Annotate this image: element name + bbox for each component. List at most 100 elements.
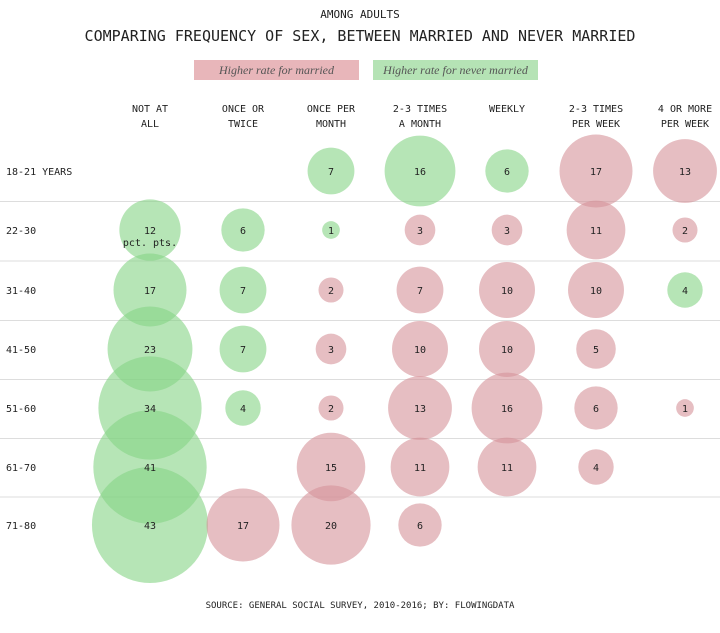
row-label: 41-50 — [6, 345, 36, 356]
bubble-married — [574, 386, 618, 430]
bubble-label: 2 — [328, 404, 334, 415]
bubble-label: 7 — [240, 345, 246, 356]
bubble-label: 43 — [144, 521, 156, 532]
bubble-label: 10 — [590, 286, 602, 297]
chart-title: COMPARING FREQUENCY OF SEX, BETWEEN MARR… — [84, 27, 636, 45]
bubble-never — [225, 390, 261, 426]
bubble-married — [396, 266, 444, 314]
row-label: 22-30 — [6, 226, 36, 237]
bubble-label: 10 — [501, 286, 513, 297]
bubble-never — [219, 266, 267, 314]
bubble-never — [485, 149, 529, 193]
bubble-label: 2 — [682, 226, 688, 237]
bubble-married — [315, 333, 347, 365]
bubble-label: 16 — [501, 404, 513, 415]
bubble-married — [479, 321, 535, 377]
bubble-label: 7 — [417, 286, 423, 297]
bubble-married — [390, 437, 450, 497]
bubble-married — [291, 485, 371, 565]
bubble-married — [566, 200, 626, 260]
bubble-married — [559, 134, 633, 208]
bubble-label: 13 — [414, 404, 426, 415]
legend-never-married: Higher rate for never married — [373, 60, 538, 80]
column-header: PER WEEK — [661, 119, 709, 130]
column-header: NOT AT — [132, 104, 168, 115]
bubble-label: 3 — [504, 226, 510, 237]
bubble-label: 5 — [593, 345, 599, 356]
bubble-married — [576, 329, 616, 369]
bubble-label: 4 — [240, 404, 246, 415]
unit-note: pct. pts. — [123, 238, 177, 249]
column-header: A MONTH — [399, 119, 441, 130]
bubble-label: 6 — [417, 521, 423, 532]
bubble-label: 12 — [144, 226, 156, 237]
bubble-never — [384, 135, 456, 207]
column-header: WEEKLY — [489, 104, 525, 115]
column-header: ONCE OR — [222, 104, 265, 115]
bubble-never — [307, 147, 355, 195]
row-label: 71-80 — [6, 521, 36, 532]
bubble-label: 4 — [682, 286, 688, 297]
bubble-never — [113, 253, 187, 327]
column-header: PER WEEK — [572, 119, 620, 130]
bubble-label: 11 — [590, 226, 602, 237]
bubble-label: 1 — [328, 226, 334, 237]
bubble-married — [653, 139, 717, 203]
bubble-label: 17 — [237, 521, 249, 532]
bubble-label: 16 — [414, 167, 426, 178]
column-header: 2-3 TIMES — [393, 104, 447, 115]
bubble-label: 7 — [328, 167, 334, 178]
bubble-label: 6 — [240, 226, 246, 237]
bubble-married — [578, 449, 614, 485]
bubble-label: 1 — [682, 404, 688, 415]
bubble-married — [318, 277, 344, 303]
bubble-married — [296, 432, 366, 502]
bubble-married — [206, 488, 280, 562]
bubble-label: 6 — [593, 404, 599, 415]
bubble-married — [318, 395, 344, 421]
bubble-never — [91, 466, 209, 584]
bubble-label: 6 — [504, 167, 510, 178]
bubble-married — [404, 214, 436, 246]
bubble-label: 23 — [144, 345, 156, 356]
row-label: 61-70 — [6, 463, 36, 474]
bubble-label: 10 — [414, 345, 426, 356]
column-header: ONCE PER — [307, 104, 356, 115]
bubble-never — [221, 208, 265, 252]
legend-married: Higher rate for married — [194, 60, 359, 80]
bubble-label: 15 — [325, 463, 337, 474]
bubble-label: 7 — [240, 286, 246, 297]
column-header: MONTH — [316, 119, 346, 130]
bubble-label: 17 — [590, 167, 602, 178]
bubble-married — [398, 503, 442, 547]
bubble-married — [676, 399, 694, 417]
bubble-never — [119, 199, 181, 261]
bubble-married — [568, 262, 624, 318]
bubble-label: 11 — [501, 463, 513, 474]
bubble-married — [471, 372, 543, 444]
column-header: TWICE — [228, 119, 258, 130]
column-header: ALL — [141, 119, 159, 130]
bubble-chart: NOT AT ALL ONCE OR TWICE ONCE PER MONTH 2-3 TI… — [0, 104, 720, 584]
bubble-label: 41 — [144, 463, 156, 474]
bubble-never — [322, 221, 340, 239]
bubble-married — [672, 217, 698, 243]
bubble-married — [477, 437, 537, 497]
column-header: 4 OR MORE — [658, 104, 712, 115]
row-label: 31-40 — [6, 286, 36, 297]
source-note: SOURCE: GENERAL SOCIAL SURVEY, 2010-2016… — [205, 601, 515, 611]
bubble-label: 10 — [501, 345, 513, 356]
bubble-label: 2 — [328, 286, 334, 297]
bubble-label: 34 — [144, 404, 156, 415]
bubble-label: 4 — [593, 463, 599, 474]
column-header: 2-3 TIMES — [569, 104, 623, 115]
bubble-label: 3 — [417, 226, 423, 237]
bubble-label: 11 — [414, 463, 426, 474]
bubble-label: 13 — [679, 167, 691, 178]
bubble-married — [392, 321, 448, 377]
bubble-married — [388, 376, 452, 440]
row-label: 51-60 — [6, 404, 36, 415]
bubble-married — [479, 262, 535, 318]
bubble-label: 20 — [325, 521, 337, 532]
bubble-never — [667, 272, 703, 308]
